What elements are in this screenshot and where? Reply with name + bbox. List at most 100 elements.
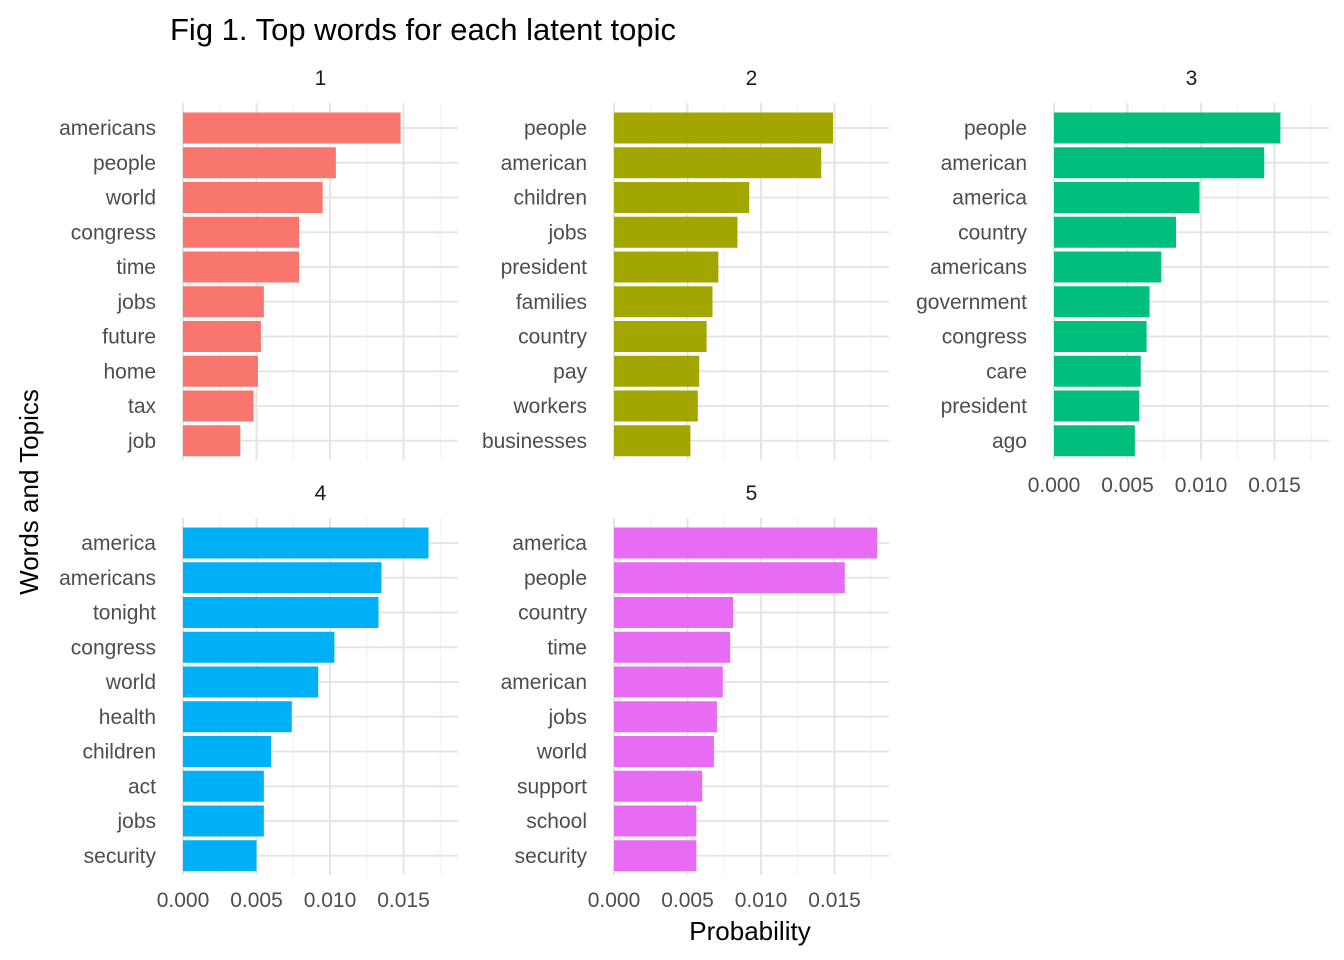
chart-title: Fig 1. Top words for each latent topic xyxy=(170,12,676,47)
bar xyxy=(183,321,261,352)
y-tick-label: time xyxy=(547,636,587,659)
bar xyxy=(183,631,335,663)
bar xyxy=(183,527,429,559)
bar xyxy=(614,390,698,422)
y-tick-label: tax xyxy=(128,395,157,418)
bar xyxy=(1054,286,1150,318)
facet-strip-label: 4 xyxy=(315,482,327,505)
y-tick-label: tonight xyxy=(93,602,156,625)
bar xyxy=(183,390,254,422)
y-tick-label: world xyxy=(105,671,156,694)
x-tick-label: 0.005 xyxy=(230,889,283,912)
bar xyxy=(183,840,257,872)
y-tick-label: americans xyxy=(59,567,156,590)
y-tick-label: world xyxy=(105,187,156,210)
x-tick-label: 0.010 xyxy=(735,889,788,912)
bar xyxy=(1054,251,1162,283)
bar xyxy=(183,805,264,837)
x-tick-label: 0.005 xyxy=(1101,474,1154,497)
bar xyxy=(183,425,241,457)
y-tick-label: future xyxy=(102,326,156,349)
facet-panel: 1 americans people world congress time jobs fut… xyxy=(59,67,458,460)
x-tick-label: 0.000 xyxy=(588,889,641,912)
bar xyxy=(1054,182,1200,213)
facet-strip-label: 1 xyxy=(315,67,327,90)
y-tick-label: country xyxy=(958,221,1027,244)
bar xyxy=(614,355,700,387)
y-tick-label: job xyxy=(127,430,156,453)
bar xyxy=(1054,321,1147,352)
x-tick-label: 0.015 xyxy=(1248,474,1301,497)
y-tick-label: home xyxy=(103,360,156,383)
facet-strip-label: 5 xyxy=(746,482,758,505)
bar xyxy=(614,666,723,698)
y-tick-label: security xyxy=(515,845,588,868)
x-tick-label: 0.010 xyxy=(304,889,357,912)
y-tick-label: america xyxy=(81,532,156,555)
bar xyxy=(614,321,707,352)
y-tick-label: workers xyxy=(512,395,587,418)
y-tick-label: america xyxy=(512,532,587,555)
bar xyxy=(1054,147,1265,179)
y-tick-label: people xyxy=(93,152,156,175)
facet-panels: 1 americans people world congress time jobs fut… xyxy=(59,67,1329,912)
bar xyxy=(614,736,714,767)
y-tick-label: americans xyxy=(59,117,156,140)
y-tick-label: congress xyxy=(942,326,1027,349)
y-tick-label: people xyxy=(524,567,587,590)
x-tick-label: 0.005 xyxy=(661,889,714,912)
bar xyxy=(183,701,292,733)
bar xyxy=(614,562,845,594)
y-tick-label: country xyxy=(518,602,587,625)
facet-panel: 4 america americans tonight congress world hea… xyxy=(59,482,458,912)
facet-panel: 5 america people country time american jobs wor… xyxy=(501,482,889,912)
y-tick-label: school xyxy=(526,810,587,833)
bar xyxy=(614,286,713,318)
bar xyxy=(183,562,382,594)
y-tick-label: president xyxy=(941,395,1028,418)
bar xyxy=(1054,390,1140,422)
bar xyxy=(614,597,734,628)
bar xyxy=(183,216,300,248)
y-tick-label: president xyxy=(501,256,588,279)
bar xyxy=(614,182,750,213)
y-tick-label: people xyxy=(524,117,587,140)
bar xyxy=(1054,112,1281,144)
y-tick-label: ago xyxy=(992,430,1027,453)
y-tick-label: world xyxy=(536,741,587,764)
y-tick-label: children xyxy=(82,741,156,764)
facet-panel: 3 people american america country americans go… xyxy=(916,67,1329,497)
bar xyxy=(1054,216,1177,248)
y-tick-label: security xyxy=(84,845,157,868)
bar xyxy=(614,701,717,733)
y-tick-label: americans xyxy=(930,256,1027,279)
x-tick-label: 0.015 xyxy=(808,889,861,912)
y-tick-label: government xyxy=(916,291,1027,314)
y-tick-label: time xyxy=(116,256,156,279)
bar xyxy=(614,147,822,179)
bar xyxy=(614,251,719,283)
y-tick-label: children xyxy=(513,187,587,210)
bar xyxy=(183,286,264,318)
bar xyxy=(614,527,878,559)
y-tick-label: pay xyxy=(553,360,587,383)
y-tick-label: america xyxy=(952,187,1027,210)
bar xyxy=(183,112,401,144)
y-tick-label: country xyxy=(518,326,587,349)
x-tick-label: 0.000 xyxy=(157,889,210,912)
bar xyxy=(614,425,691,457)
y-tick-label: families xyxy=(516,291,587,314)
y-tick-label: jobs xyxy=(116,810,156,833)
bar xyxy=(183,666,319,698)
y-tick-label: jobs xyxy=(547,221,587,244)
y-tick-label: american xyxy=(941,152,1027,175)
y-tick-label: care xyxy=(986,360,1027,383)
facet-panel: 2 people american children jobs president fami… xyxy=(482,67,889,460)
y-tick-label: american xyxy=(501,671,587,694)
y-tick-label: businesses xyxy=(482,430,587,453)
bar xyxy=(183,736,272,767)
bar xyxy=(183,355,258,387)
bar xyxy=(183,770,264,802)
